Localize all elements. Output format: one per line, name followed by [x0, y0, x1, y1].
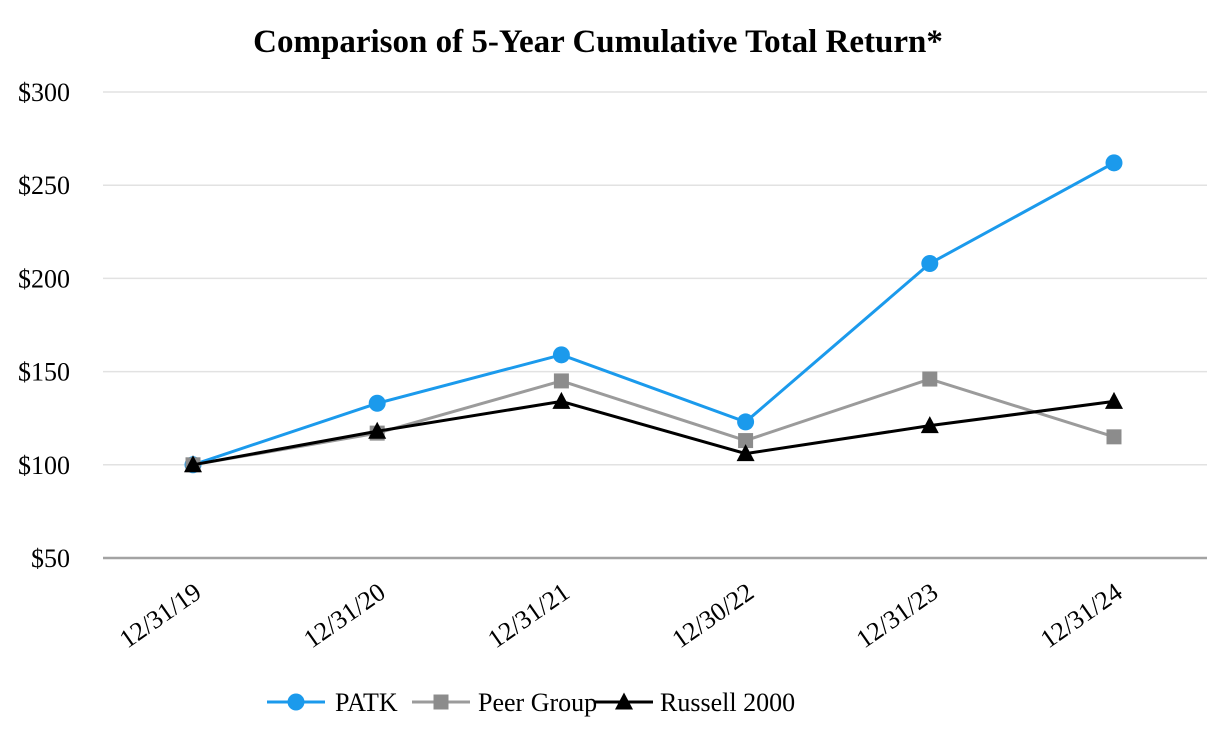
- data-point-patk: [921, 254, 939, 272]
- data-point-peer-group: [922, 371, 938, 387]
- chart-title: Comparison of 5-Year Cumulative Total Re…: [253, 24, 943, 60]
- series-russell-2000: [184, 391, 1123, 473]
- series-line-peer-group: [192, 377, 1115, 467]
- legend-label-patk: PATK: [335, 688, 398, 717]
- y-axis-tick-label: $150: [18, 358, 70, 387]
- data-point-russell-2000: [368, 421, 387, 439]
- grid-layer: $50 $100 $150 $200 $250 $300: [18, 78, 1207, 573]
- series-layer: [184, 154, 1123, 474]
- data-point-patk: [1105, 154, 1123, 172]
- legend-label-peer-group: Peer Group: [478, 688, 597, 717]
- data-point-patk: [368, 394, 386, 412]
- data-point-patk: [552, 346, 570, 364]
- legend-marker-patk: [287, 693, 305, 711]
- y-axis-tick-label: $300: [18, 78, 70, 107]
- series-line-patk: [192, 161, 1115, 467]
- legend-marker-russell-2000: [615, 692, 633, 710]
- legend-item-russell-2000: Russell 2000: [595, 688, 795, 717]
- data-point-russell-2000: [1105, 391, 1123, 409]
- y-axis-tick-label: $50: [31, 544, 70, 573]
- x-axis-tick-label: 12/31/19: [114, 577, 206, 654]
- x-axis-tick-label: 12/30/22: [667, 577, 759, 654]
- chart-legend: PATK Peer Group Russell 2000: [267, 688, 795, 717]
- legend-marker-peer-group: [433, 694, 449, 710]
- x-axis-labels: 12/31/19 12/31/20 12/31/21 12/30/22 12/31/23…: [114, 577, 1127, 654]
- y-axis-tick-label: $250: [18, 171, 70, 200]
- data-point-peer-group: [553, 373, 569, 389]
- data-point-russell-2000: [552, 391, 571, 409]
- legend-label-russell-2000: Russell 2000: [660, 688, 795, 717]
- x-axis-tick-label: 12/31/20: [298, 577, 390, 654]
- legend-item-patk: PATK: [267, 688, 398, 717]
- y-axis-tick-label: $200: [18, 264, 70, 293]
- data-point-peer-group: [738, 433, 754, 449]
- x-axis-tick-label: 12/31/24: [1035, 577, 1127, 654]
- x-axis-tick-label: 12/31/21: [482, 577, 574, 654]
- y-axis-tick-label: $100: [18, 451, 70, 480]
- data-point-patk: [737, 413, 755, 431]
- data-point-russell-2000: [920, 416, 939, 434]
- data-point-peer-group: [1106, 429, 1122, 445]
- series-line-russell-2000: [192, 399, 1115, 467]
- series-patk: [184, 154, 1123, 474]
- x-axis-tick-label: 12/31/23: [851, 577, 943, 654]
- legend-item-peer-group: Peer Group: [412, 688, 597, 717]
- data-point-russell-2000: [736, 444, 755, 462]
- data-point-russell-2000: [184, 455, 202, 473]
